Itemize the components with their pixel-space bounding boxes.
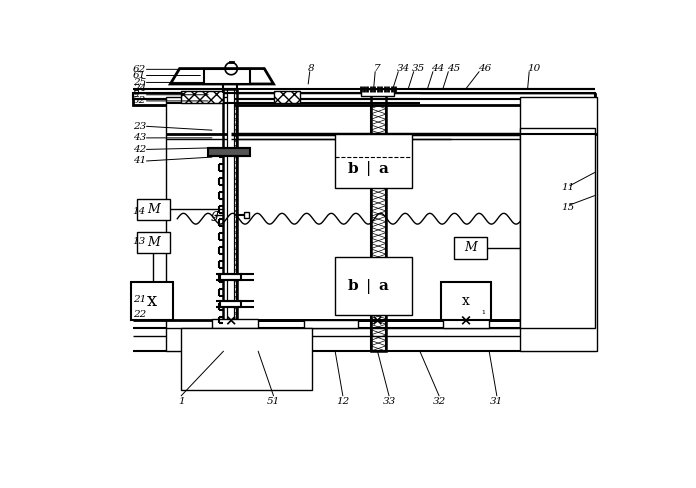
Text: 42: 42	[133, 145, 146, 154]
Bar	[212, 319, 258, 328]
Text: M: M	[147, 236, 160, 249]
Text: x: x	[461, 294, 469, 308]
Bar	[181, 91, 223, 103]
Text: 22: 22	[133, 310, 146, 320]
Text: b: b	[347, 280, 358, 293]
Text: 34: 34	[397, 64, 410, 73]
Bar	[131, 282, 173, 320]
Bar	[137, 199, 170, 220]
Text: 35: 35	[412, 64, 425, 73]
Bar	[133, 93, 594, 100]
Text: |: |	[365, 161, 371, 176]
Bar	[441, 282, 491, 320]
Text: 43: 43	[133, 133, 146, 142]
Bar	[335, 257, 412, 315]
Text: 44: 44	[432, 64, 445, 73]
Text: ₁: ₁	[482, 306, 485, 316]
Bar	[220, 301, 242, 307]
Text: 13: 13	[133, 237, 146, 246]
Bar	[166, 97, 231, 351]
Text: M: M	[464, 242, 477, 254]
Text: 1: 1	[177, 398, 184, 407]
Text: 51: 51	[267, 398, 280, 407]
Text: 25: 25	[133, 78, 146, 87]
Text: 31: 31	[490, 398, 503, 407]
Text: |: |	[365, 279, 371, 294]
Text: 8: 8	[308, 64, 315, 73]
Text: 24: 24	[133, 84, 146, 93]
Bar	[204, 69, 251, 84]
Text: 21: 21	[133, 295, 146, 304]
Polygon shape	[171, 69, 274, 84]
Text: 7: 7	[374, 64, 380, 73]
Bar	[335, 134, 412, 188]
Bar	[228, 89, 233, 351]
Text: 41: 41	[133, 157, 146, 165]
Bar	[181, 328, 312, 389]
Bar	[520, 97, 597, 351]
Text: 12: 12	[336, 398, 349, 407]
Text: b: b	[347, 162, 358, 176]
Text: g: g	[210, 208, 219, 222]
Text: 52: 52	[133, 97, 146, 105]
Text: M: M	[147, 203, 160, 216]
Bar	[133, 94, 594, 105]
Bar	[520, 128, 594, 328]
Bar	[223, 89, 237, 351]
Text: 32: 32	[432, 398, 445, 407]
Bar	[208, 148, 251, 156]
Text: 45: 45	[447, 64, 460, 73]
Text: 23: 23	[133, 122, 146, 131]
Text: 15: 15	[562, 203, 575, 212]
Bar	[137, 232, 170, 253]
Bar	[454, 237, 487, 259]
Bar	[370, 93, 386, 351]
Text: 46: 46	[477, 64, 491, 73]
Text: 14: 14	[133, 206, 146, 216]
Bar	[370, 93, 386, 351]
Text: x: x	[147, 292, 157, 310]
Text: 33: 33	[382, 398, 395, 407]
Bar	[361, 89, 395, 96]
Bar	[223, 89, 237, 351]
Text: a: a	[379, 280, 388, 293]
Bar	[244, 212, 249, 218]
Bar	[304, 320, 358, 328]
Bar	[274, 91, 301, 103]
Text: a: a	[379, 162, 388, 176]
Text: 62: 62	[133, 65, 146, 74]
Text: 9: 9	[133, 90, 139, 99]
Text: 10: 10	[528, 64, 541, 73]
Bar	[443, 319, 489, 328]
Bar	[220, 274, 242, 280]
Text: 61: 61	[133, 71, 146, 80]
Text: 11: 11	[562, 183, 575, 192]
